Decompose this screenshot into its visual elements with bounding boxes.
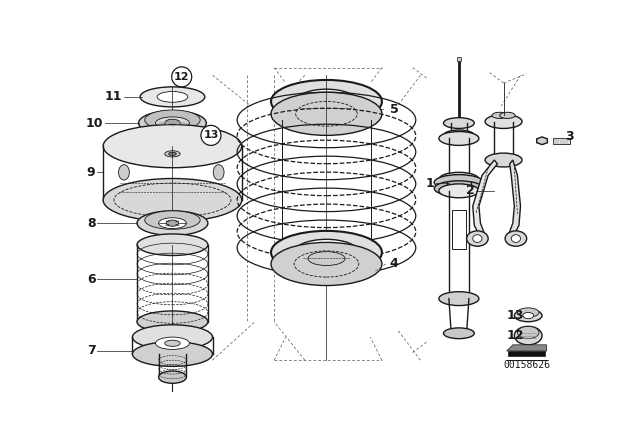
Ellipse shape — [156, 337, 189, 349]
Ellipse shape — [118, 165, 129, 180]
Ellipse shape — [137, 311, 208, 332]
Ellipse shape — [500, 112, 515, 118]
Text: 00158626: 00158626 — [503, 360, 550, 370]
Circle shape — [201, 125, 221, 146]
Text: 12: 12 — [174, 72, 189, 82]
Ellipse shape — [137, 211, 208, 236]
Polygon shape — [473, 160, 497, 237]
Ellipse shape — [271, 80, 382, 123]
Ellipse shape — [159, 218, 186, 228]
Ellipse shape — [103, 178, 242, 222]
Ellipse shape — [132, 342, 212, 366]
Bar — [452, 210, 466, 249]
Text: 12: 12 — [507, 329, 524, 342]
Text: 13: 13 — [204, 130, 219, 140]
Ellipse shape — [444, 328, 474, 339]
Text: 13: 13 — [507, 309, 524, 322]
Ellipse shape — [271, 231, 382, 274]
Ellipse shape — [156, 117, 189, 129]
Ellipse shape — [505, 231, 527, 246]
Ellipse shape — [294, 239, 359, 266]
Text: 9: 9 — [87, 166, 95, 179]
Polygon shape — [537, 137, 547, 145]
Ellipse shape — [296, 89, 357, 114]
Ellipse shape — [139, 111, 206, 135]
Ellipse shape — [164, 151, 180, 157]
Ellipse shape — [467, 231, 488, 246]
Ellipse shape — [103, 125, 242, 168]
Ellipse shape — [517, 326, 539, 339]
Ellipse shape — [515, 310, 542, 322]
Text: 10: 10 — [86, 116, 103, 129]
Ellipse shape — [164, 119, 180, 127]
Ellipse shape — [168, 152, 176, 155]
Ellipse shape — [444, 118, 474, 129]
Ellipse shape — [140, 87, 205, 107]
Ellipse shape — [145, 211, 200, 229]
Ellipse shape — [485, 153, 522, 167]
Polygon shape — [507, 345, 547, 351]
Bar — [456, 57, 461, 61]
Ellipse shape — [515, 326, 542, 345]
Ellipse shape — [511, 235, 520, 242]
Text: 8: 8 — [87, 217, 95, 230]
Text: 4: 4 — [390, 258, 398, 271]
Ellipse shape — [157, 91, 188, 102]
Ellipse shape — [485, 115, 522, 129]
Ellipse shape — [166, 220, 179, 226]
Ellipse shape — [444, 130, 474, 141]
Ellipse shape — [439, 292, 479, 306]
Ellipse shape — [132, 325, 212, 349]
Ellipse shape — [164, 340, 180, 346]
Ellipse shape — [308, 252, 345, 266]
Text: 1: 1 — [426, 177, 435, 190]
Ellipse shape — [439, 172, 479, 186]
Ellipse shape — [473, 235, 482, 242]
Ellipse shape — [271, 92, 382, 135]
Polygon shape — [508, 351, 545, 356]
Text: 11: 11 — [104, 90, 122, 103]
Ellipse shape — [271, 242, 382, 285]
Ellipse shape — [435, 181, 484, 196]
Ellipse shape — [523, 313, 534, 319]
Ellipse shape — [159, 371, 186, 383]
Text: 3: 3 — [565, 130, 574, 143]
Ellipse shape — [145, 110, 200, 130]
Ellipse shape — [213, 165, 224, 180]
Text: 5: 5 — [390, 103, 398, 116]
Text: 2: 2 — [465, 184, 474, 197]
Ellipse shape — [517, 308, 539, 317]
Text: 6: 6 — [87, 273, 95, 286]
Text: 7: 7 — [86, 345, 95, 358]
Ellipse shape — [439, 184, 479, 198]
Bar — [553, 138, 570, 144]
Ellipse shape — [439, 132, 479, 146]
Polygon shape — [508, 160, 520, 237]
Ellipse shape — [435, 175, 484, 190]
Ellipse shape — [492, 112, 508, 118]
Circle shape — [172, 67, 192, 87]
Ellipse shape — [137, 234, 208, 255]
